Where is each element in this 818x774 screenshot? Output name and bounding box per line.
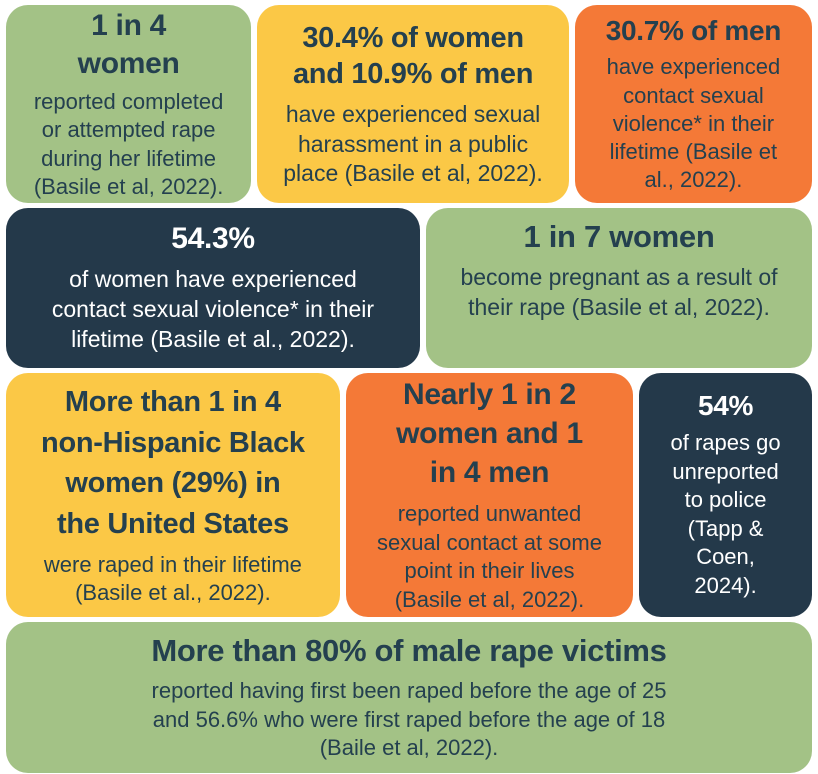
stat-heading: 54.3% <box>171 222 255 256</box>
stat-tile-women-contact-violence: 54.3% of women have experienced contact … <box>6 208 420 368</box>
stat-body: reported completed or attempted rape dur… <box>33 89 224 199</box>
stat-tile-public-harassment: 30.4% of women and 10.9% of men have exp… <box>257 5 569 203</box>
stat-heading: More than 80% of male rape victims <box>151 632 667 668</box>
stat-heading: 1 in 7 women <box>523 219 715 254</box>
stat-body: reported having first been raped before … <box>151 678 667 761</box>
stat-tile-unreported-rapes: 54% of rapes go unreported to police (Ta… <box>639 372 812 617</box>
stat-heading: 30.7% of men <box>605 14 782 46</box>
stat-heading: 1 in 4 women <box>77 9 180 80</box>
stat-body: become pregnant as a result of their rap… <box>460 264 778 321</box>
tile-row-2: 54.3% of women have experienced contact … <box>6 208 812 368</box>
stat-tile-unwanted-contact: Nearly 1 in 2 women and 1 in 4 men repor… <box>345 372 634 617</box>
stat-tile-black-women-rape: More than 1 in 4 non-Hispanic Black wome… <box>6 372 340 617</box>
stat-body: reported unwanted sexual contact at some… <box>376 501 602 613</box>
stat-tile-male-victims-age: More than 80% of male rape victims repor… <box>6 621 812 773</box>
stat-body: of women have experienced contact sexual… <box>51 266 375 352</box>
stat-heading: Nearly 1 in 2 women and 1 in 4 men <box>396 378 583 490</box>
stat-heading: 30.4% of women and 10.9% of men <box>292 21 534 90</box>
stat-tile-men-contact-violence: 30.7% of men have experienced contact se… <box>574 5 812 203</box>
tile-row-4: More than 80% of male rape victims repor… <box>6 621 812 773</box>
stat-heading: More than 1 in 4 non-Hispanic Black wome… <box>41 386 305 540</box>
tile-row-3: More than 1 in 4 non-Hispanic Black wome… <box>6 372 812 617</box>
stat-body: have experienced contact sexual violence… <box>606 54 781 193</box>
stat-body: of rapes go unreported to police (Tapp &… <box>670 429 781 598</box>
stat-body: were raped in their lifetime (Basile et … <box>43 551 302 606</box>
stat-heading: 54% <box>697 390 754 422</box>
stat-tile-pregnancy-from-rape: 1 in 7 women become pregnant as a result… <box>425 208 812 368</box>
tile-row-1: 1 in 4 women reported completed or attem… <box>6 5 812 203</box>
stat-body: have experienced sexual harassment in a … <box>283 101 543 186</box>
stat-tile-women-lifetime-rape: 1 in 4 women reported completed or attem… <box>6 5 252 203</box>
